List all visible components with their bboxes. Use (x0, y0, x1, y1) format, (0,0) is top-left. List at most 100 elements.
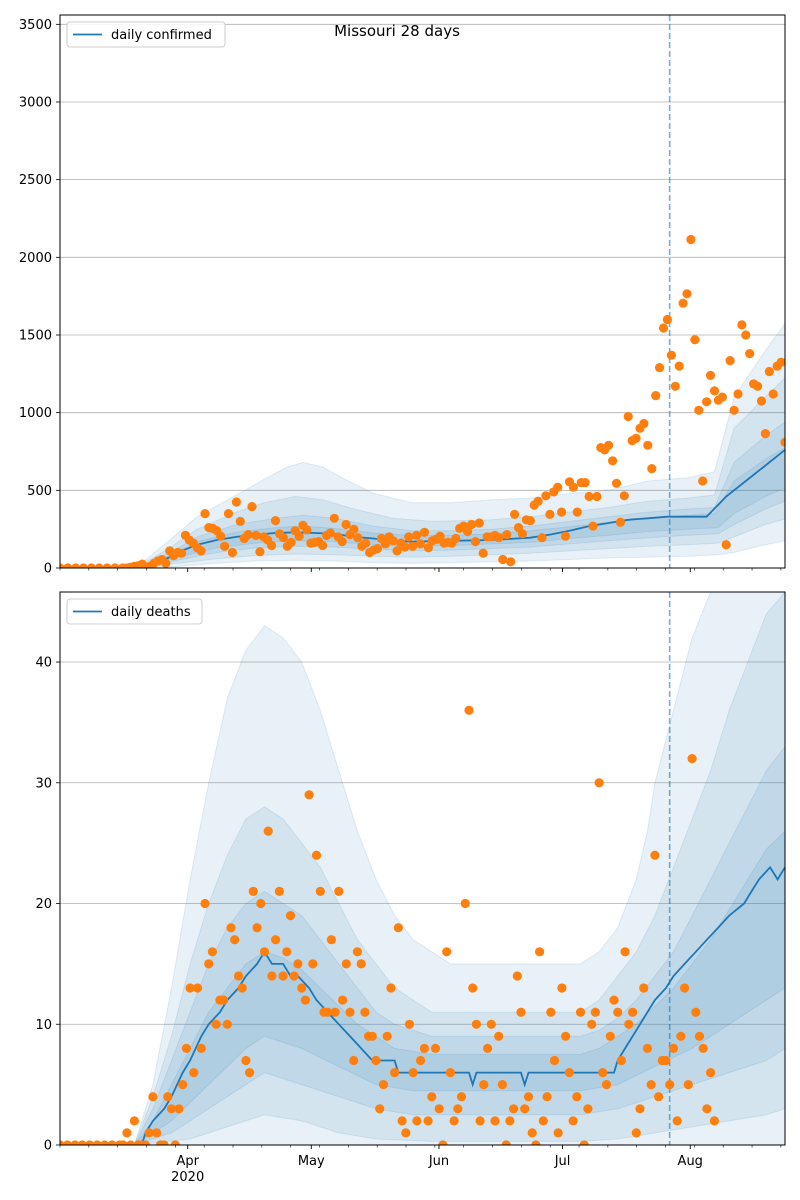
data-point (252, 923, 262, 933)
data-point (538, 1116, 548, 1126)
data-point (367, 1031, 377, 1041)
data-point (709, 386, 720, 396)
data-point (325, 528, 335, 538)
data-point (768, 389, 778, 399)
data-point (408, 541, 418, 551)
data-point (549, 1055, 560, 1066)
plot-area (60, 592, 785, 1145)
data-point (247, 502, 257, 512)
data-point (200, 898, 210, 909)
data-point (568, 1116, 578, 1126)
data-point (706, 1068, 716, 1078)
data-point (533, 496, 543, 506)
data-point (311, 850, 322, 860)
data-point (231, 497, 241, 507)
data-point (285, 911, 296, 921)
data-point (144, 1128, 154, 1138)
data-point (174, 1104, 184, 1114)
data-point (386, 983, 396, 993)
data-point (216, 531, 226, 541)
data-point (419, 1043, 429, 1053)
data-point (330, 1007, 340, 1017)
data-point (635, 1104, 645, 1114)
data-point (471, 1019, 481, 1029)
data-point (423, 1116, 433, 1126)
data-point (490, 1116, 500, 1126)
data-point (583, 1104, 593, 1114)
data-point (676, 1031, 686, 1041)
data-point (204, 959, 214, 969)
data-point (334, 886, 344, 897)
data-point (564, 1068, 575, 1078)
data-point (193, 983, 203, 993)
data-point (271, 935, 281, 945)
data-point (694, 1031, 705, 1041)
data-point (509, 509, 520, 519)
data-point (227, 547, 237, 558)
data-point (270, 516, 281, 526)
data-point (475, 1116, 485, 1126)
data-point (77, 1140, 87, 1145)
x-tick-label: Jul (554, 1154, 571, 1169)
data-point (682, 289, 692, 299)
data-point (639, 418, 649, 429)
data-point (129, 1116, 139, 1126)
data-point (624, 1019, 634, 1029)
data-point (494, 533, 504, 543)
data-point (501, 1140, 511, 1145)
data-point (609, 995, 619, 1005)
data-point (302, 525, 312, 535)
data-point (404, 532, 414, 542)
data-point (527, 1128, 537, 1138)
data-point (580, 478, 590, 488)
data-point (286, 537, 296, 548)
data-point (196, 546, 206, 556)
data-point (274, 886, 284, 897)
data-point (705, 370, 716, 380)
y-tick-label: 30 (35, 776, 52, 791)
data-point (170, 1140, 180, 1145)
y-tick-label: 500 (27, 484, 52, 499)
data-point (725, 356, 735, 366)
data-point (678, 298, 688, 308)
data-point (352, 947, 362, 957)
data-point (390, 1068, 400, 1078)
data-point (698, 1043, 708, 1053)
data-point (572, 1092, 582, 1102)
y-tick-label: 2000 (19, 251, 52, 266)
data-point (297, 983, 307, 993)
data-point (537, 533, 547, 543)
data-point (560, 531, 571, 541)
data-point (372, 544, 382, 554)
x-tick-label: Apr (176, 1154, 199, 1169)
data-point (380, 539, 390, 549)
data-point (326, 935, 336, 945)
data-point (427, 1092, 437, 1102)
data-point (592, 491, 602, 502)
data-point (315, 886, 325, 897)
data-point (494, 1031, 504, 1041)
data-point (517, 529, 528, 539)
data-point (650, 850, 660, 860)
data-point (404, 1019, 415, 1029)
data-point (356, 959, 366, 969)
data-point (690, 335, 700, 345)
series-line (60, 865, 785, 1145)
data-point (241, 1055, 251, 1066)
data-point (300, 995, 310, 1005)
data-point (435, 531, 445, 541)
y-tick-label: 20 (35, 897, 52, 912)
axes-frame (59, 14, 786, 569)
data-point (152, 1128, 162, 1138)
data-point (642, 1043, 653, 1053)
data-point (259, 947, 270, 957)
data-point (200, 508, 210, 519)
data-point (542, 1092, 552, 1102)
data-point (408, 1068, 418, 1078)
legend-box (66, 21, 226, 48)
legend-box (66, 598, 203, 625)
data-point (478, 548, 488, 558)
data-point (615, 517, 626, 527)
